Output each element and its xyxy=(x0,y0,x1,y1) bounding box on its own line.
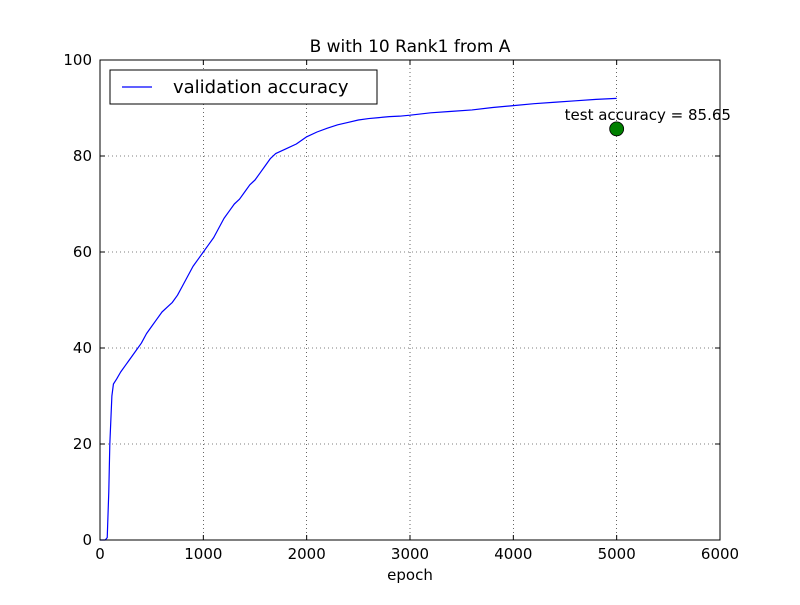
y-tick-label: 40 xyxy=(73,339,92,357)
x-tick-label: 4000 xyxy=(494,545,532,563)
chart-title: B with 10 Rank1 from A xyxy=(310,37,511,57)
y-tick-label: 80 xyxy=(73,147,92,165)
legend-label: validation accuracy xyxy=(173,77,349,98)
test-accuracy-label: test accuracy = 85.65 xyxy=(565,106,731,124)
test-accuracy-point xyxy=(609,121,625,137)
x-axis-label: epoch xyxy=(387,566,433,584)
y-tick-label: 20 xyxy=(73,435,92,453)
y-tick-label: 60 xyxy=(73,243,92,261)
x-tick-label: 0 xyxy=(95,545,105,563)
x-tick-label: 3000 xyxy=(391,545,429,563)
x-tick-label: 2000 xyxy=(288,545,326,563)
x-tick-label: 1000 xyxy=(184,545,222,563)
y-tick-label: 100 xyxy=(63,51,92,69)
y-tick-label: 0 xyxy=(82,531,92,549)
x-tick-label: 5000 xyxy=(598,545,636,563)
legend: validation accuracy xyxy=(109,69,378,105)
x-tick-label: 6000 xyxy=(701,545,739,563)
series-line-validation-accuracy xyxy=(100,97,617,541)
legend-box xyxy=(109,69,378,105)
